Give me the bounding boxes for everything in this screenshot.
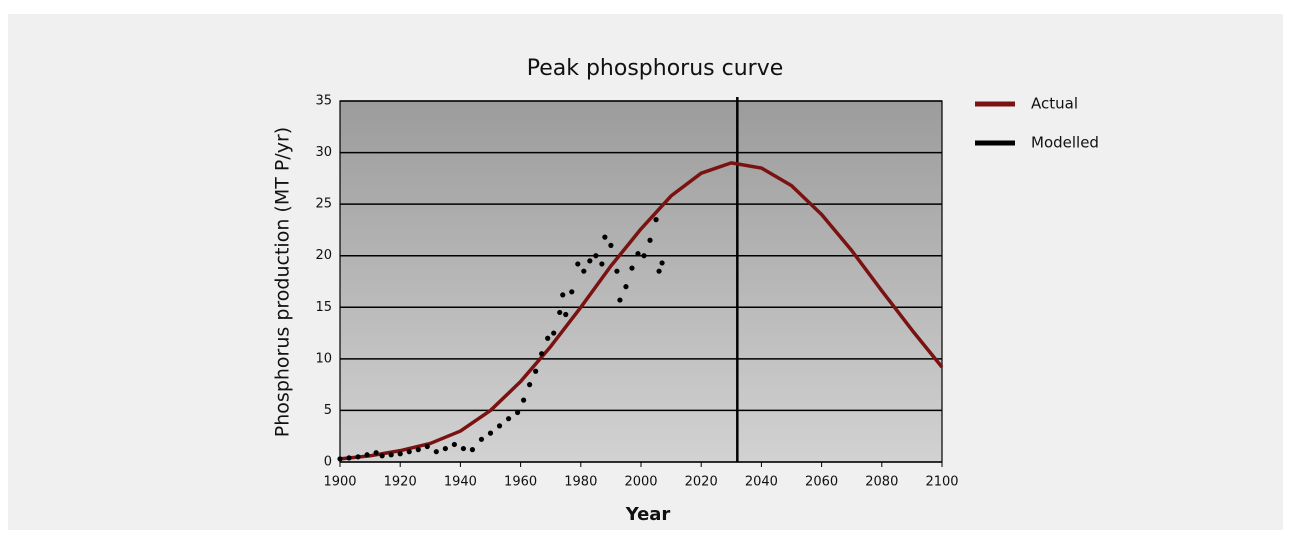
data-point — [593, 253, 599, 259]
x-tick-label: 1980 — [564, 475, 597, 490]
y-tick-label: 10 — [315, 351, 332, 366]
data-point — [337, 456, 343, 462]
data-point — [539, 351, 545, 357]
data-point — [397, 451, 403, 457]
data-point — [629, 265, 635, 271]
data-point — [364, 452, 370, 458]
y-tick-label: 5 — [324, 403, 332, 418]
x-tick-label: 2100 — [925, 475, 958, 490]
data-point — [478, 436, 485, 442]
x-tick-label: 2000 — [624, 475, 657, 490]
data-point — [346, 455, 352, 461]
x-tick-label: 1900 — [323, 475, 356, 490]
y-tick-label: 0 — [324, 455, 332, 470]
y-tick-label: 25 — [315, 197, 332, 212]
y-tick-label: 15 — [315, 300, 332, 315]
y-axis-title: Phosphorus production (MT P/yr) — [272, 127, 294, 437]
x-tick-label: 2060 — [805, 475, 838, 490]
data-point — [599, 261, 605, 267]
data-point — [442, 445, 448, 452]
data-point — [433, 449, 439, 455]
data-point — [379, 453, 385, 459]
y-tick-label: 30 — [315, 145, 332, 160]
data-line — [339, 161, 944, 461]
x-tick-label: 2040 — [745, 475, 778, 490]
data-point — [424, 443, 430, 450]
x-tick-label: 2020 — [685, 475, 718, 490]
data-point — [527, 382, 533, 388]
data-point — [647, 237, 653, 243]
data-point — [415, 447, 421, 453]
data-point — [551, 330, 557, 336]
data-point — [641, 253, 647, 259]
x-tick-label: 1960 — [504, 475, 537, 490]
data-point — [533, 368, 539, 374]
y-tick-label: 35 — [315, 94, 332, 109]
data-point — [496, 423, 503, 429]
x-tick-label: 1940 — [444, 475, 477, 490]
data-point — [581, 268, 587, 274]
data-point — [617, 297, 623, 303]
data-point — [355, 454, 361, 460]
legend-label: Modelled — [1031, 134, 1099, 152]
data-point — [635, 251, 641, 257]
data-point — [388, 452, 394, 458]
data-point — [608, 242, 614, 248]
data-point — [602, 234, 608, 240]
data-point — [560, 292, 566, 298]
data-point — [614, 268, 620, 274]
y-tick-label: 20 — [315, 248, 332, 263]
plot-frame — [339, 100, 943, 463]
data-point — [656, 268, 662, 274]
data-point — [451, 441, 457, 448]
chart-title: Peak phosphorus curve — [527, 56, 784, 81]
plot-area — [340, 101, 942, 462]
x-tick-label: 1920 — [384, 475, 417, 490]
data-point — [373, 450, 379, 456]
data-point — [487, 430, 494, 436]
data-point — [557, 309, 563, 316]
data-point — [587, 258, 593, 264]
data-point — [545, 335, 551, 341]
data-point — [569, 289, 575, 295]
data-point — [514, 409, 521, 416]
data-point — [623, 284, 629, 290]
data-point — [469, 447, 476, 453]
data-point — [659, 260, 665, 266]
x-axis-title: Year — [625, 504, 671, 525]
data-point — [575, 261, 581, 267]
data-point — [460, 445, 467, 452]
data-point — [406, 449, 412, 455]
data-point — [521, 397, 527, 403]
data-point — [505, 416, 512, 422]
data-point — [563, 311, 569, 318]
x-tick-label: 2080 — [865, 475, 898, 490]
data-point — [653, 217, 659, 223]
legend-label: Actual — [1031, 95, 1078, 113]
